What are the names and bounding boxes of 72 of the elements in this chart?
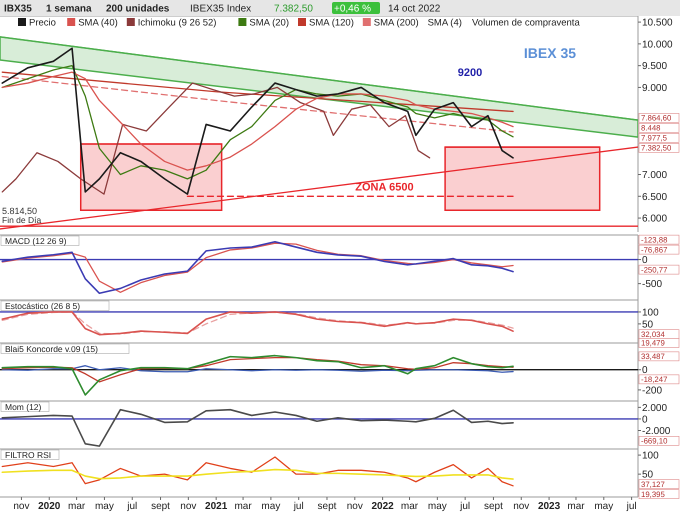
line-series xyxy=(1,354,514,396)
x-tick-label: nov xyxy=(180,501,196,512)
ref-line-label: 5.814,50 xyxy=(2,206,38,216)
x-tick-label: 2023 xyxy=(538,501,561,512)
y-tick-label: 50 xyxy=(642,470,654,481)
x-tick-label: 2022 xyxy=(371,501,394,512)
y-tick-label: -2.000 xyxy=(642,426,671,437)
chart-title: Blai5 Koncorde v.09 (15) xyxy=(5,344,98,354)
text: IBEX35 Index xyxy=(190,4,252,14)
legend-label: Ichimoku (9 26 52) xyxy=(138,18,216,28)
annotation: SMA (4) xyxy=(428,18,462,28)
y-tick-label: 10.500 xyxy=(642,18,674,29)
line-series xyxy=(1,468,514,480)
x-tick-label: mar xyxy=(567,501,586,512)
text: IBEX 35 xyxy=(524,45,576,61)
y-tick-label: 9.000 xyxy=(642,82,668,94)
x-tick-label: jul xyxy=(126,501,138,512)
x-tick-label: may xyxy=(428,501,447,512)
x-tick-label: nov xyxy=(13,501,30,512)
x-tick-label: jul xyxy=(626,501,637,512)
chart-title: Mom (12) xyxy=(5,402,42,412)
y-tick-label: -500 xyxy=(642,279,662,290)
x-tick-label: nov xyxy=(513,501,530,512)
y-tick-label: 100 xyxy=(642,450,660,462)
legend-label: SMA (200) xyxy=(374,18,419,28)
x-tick-label: jul xyxy=(292,501,304,512)
x-tick-label: may xyxy=(594,501,614,512)
y-tick-label: 100 xyxy=(642,307,660,318)
legend-label: SMA (20) xyxy=(249,18,290,28)
y-tick-label: 2.000 xyxy=(642,402,668,414)
text: 200 unidades xyxy=(106,4,170,14)
y-tick-label: 6.000 xyxy=(642,214,668,225)
text: IBX35 xyxy=(4,4,32,14)
text: 1 semana xyxy=(46,4,92,14)
y-tick-label: 0 xyxy=(642,414,648,426)
text: Fin de Día xyxy=(2,215,42,225)
chart-title: MACD (12 26 9) xyxy=(5,236,67,246)
x-tick-label: mar xyxy=(234,501,252,512)
chart-title: FILTRO RSI xyxy=(5,450,52,460)
line-series xyxy=(2,365,514,373)
y-tick-label: 50 xyxy=(642,319,654,330)
legend-label: SMA (120) xyxy=(309,18,354,28)
x-tick-label: may xyxy=(261,501,280,512)
text: 14 oct 2022 xyxy=(388,4,441,14)
x-tick-label: sept xyxy=(318,501,337,512)
legend-label: Precio xyxy=(29,18,56,28)
x-tick-label: sept xyxy=(484,501,504,512)
y-tick-label: 10.000 xyxy=(642,39,674,50)
y-tick-label: 0 xyxy=(642,365,648,376)
line-series xyxy=(2,82,430,195)
legend-label: SMA (40) xyxy=(78,18,118,28)
x-tick-label: mar xyxy=(68,501,86,512)
x-tick-label: 2021 xyxy=(205,501,228,512)
y-tick-label: 7.000 xyxy=(642,170,668,182)
text: +0,46 % xyxy=(334,4,372,14)
annotation: ZONA 6500 xyxy=(355,181,414,194)
y-tick-label: 9.500 xyxy=(642,61,668,72)
annotation: 9200 xyxy=(458,67,482,79)
line-series xyxy=(1,47,514,195)
x-tick-label: sept xyxy=(151,501,170,512)
x-tick-label: may xyxy=(94,501,114,512)
line-series xyxy=(2,356,514,382)
y-tick-label: 6.500 xyxy=(642,192,668,203)
x-tick-label: mar xyxy=(400,501,419,512)
y-tick-label: -200 xyxy=(642,385,662,396)
text: 7.382,50 xyxy=(274,4,314,14)
y-tick-label: 0 xyxy=(642,255,648,266)
annotation: Volumen de compraventa xyxy=(472,18,580,28)
chart-title: Estocástico (26 8 5) xyxy=(5,300,80,311)
x-tick-label: 2020 xyxy=(38,501,61,512)
x-tick-label: jul xyxy=(459,501,470,512)
x-tick-label: nov xyxy=(346,501,363,512)
